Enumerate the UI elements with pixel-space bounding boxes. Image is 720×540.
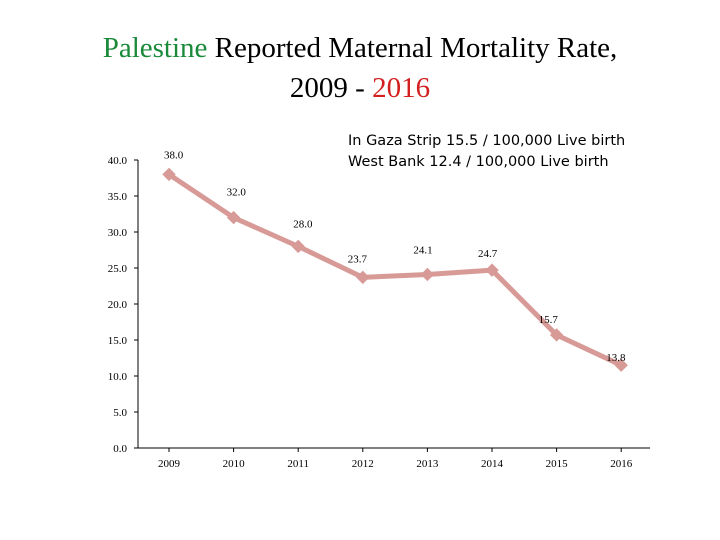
title-country: Palestine [102,32,208,64]
x-tick-label: 2011 [287,458,309,470]
data-label: 13.8 [606,352,626,364]
y-tick-label: 40.0 [108,155,128,167]
data-label: 15.7 [539,314,559,326]
annotation-west-bank: West Bank 12.4 / 100,000 Live birth [348,154,609,170]
data-point-marker [356,270,370,285]
x-tick-label: 2015 [546,458,569,470]
y-tick-label: 5.0 [113,407,127,419]
x-tick-label: 2016 [610,458,633,470]
data-point-marker [614,358,628,372]
y-tick-label: 20.0 [108,299,128,311]
data-label: 24.7 [478,248,498,260]
x-tick-label: 2009 [158,458,181,470]
y-tick-label: 0.0 [113,443,127,455]
data-label: 23.7 [348,253,368,265]
title-line-2: 2009 - 2016 [0,68,720,108]
data-label: 24.1 [413,244,432,256]
annotation-gaza: In Gaza Strip 15.5 / 100,000 Live birth [348,133,626,149]
series-line [166,171,624,368]
chart-title: Palestine Reported Maternal Mortality Ra… [0,28,720,108]
x-tick-label: 2013 [416,458,439,470]
y-tick-label: 30.0 [108,227,128,239]
data-label: 38.0 [164,149,184,161]
data-label: 28.0 [293,218,313,230]
data-point-marker [485,263,499,277]
data-point-marker [549,328,564,342]
data-point-marker [420,267,435,282]
y-tick-label: 15.0 [108,335,128,347]
y-tick-label: 25.0 [108,263,128,275]
data-point-marker [162,167,176,182]
y-tick-label: 35.0 [108,191,128,203]
data-point-marker [226,210,241,225]
x-tick-label: 2010 [223,458,246,470]
x-tick-label: 2014 [481,458,504,470]
chart-annotation: In Gaza Strip 15.5 / 100,000 Live birth … [348,131,625,173]
title-years-end: 2016 [372,72,431,104]
title-line-1: Palestine Reported Maternal Mortality Ra… [0,28,720,68]
x-tick-label: 2012 [352,458,374,470]
data-point-marker [291,239,305,254]
data-label: 32.0 [227,187,247,199]
title-years-start: 2009 - [289,72,373,104]
y-tick-label: 10.0 [108,371,128,383]
title-text: Reported Maternal Mortality Rate, [207,32,618,64]
